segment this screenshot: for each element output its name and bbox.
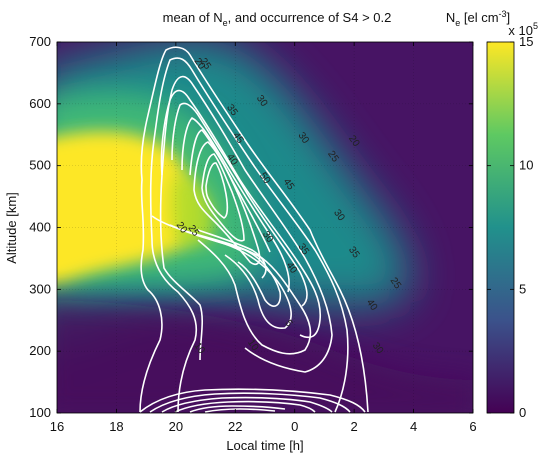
contour-50	[205, 162, 229, 219]
x-tick-label: 20	[169, 419, 183, 434]
y-axis-ticks: 100 200 300 400 500 600 700	[29, 34, 473, 420]
contour-lower-3	[161, 396, 333, 413]
x-tick-label: 4	[410, 419, 417, 434]
y-tick-label: 700	[29, 34, 51, 49]
colorbar-tick-label: 10	[519, 158, 533, 173]
x-tick-label: 2	[351, 419, 358, 434]
colorbar-tick-label: 5	[519, 281, 526, 296]
y-tick-label: 200	[29, 343, 51, 358]
y-axis-label: Altitude [km]	[4, 192, 19, 264]
colorbar-gradient	[486, 41, 515, 414]
grid	[57, 42, 473, 413]
y-tick-label: 300	[29, 281, 51, 296]
contour-label: 5	[282, 318, 294, 329]
y-tick-label: 100	[29, 405, 51, 420]
x-axis-label: Local time [h]	[226, 438, 303, 453]
colorbar-ticks: 0 5 10 15	[487, 34, 533, 420]
contour-45	[201, 153, 245, 242]
chart-title: mean of Ne, and occurrence of S4 > 0.2	[163, 10, 392, 28]
contour-10	[149, 57, 349, 413]
contour-40	[193, 141, 261, 266]
ne-region-yellow	[57, 131, 194, 284]
ne-region-dark-lower	[57, 300, 473, 413]
contour-15	[159, 75, 333, 373]
contour-lower-6	[204, 408, 276, 413]
ne-heatmap	[57, 42, 473, 413]
y-tick-label: 400	[29, 220, 51, 235]
contour-lower-5	[189, 405, 286, 413]
contour-lower-2	[149, 392, 351, 413]
contour-5-upper	[139, 46, 369, 413]
x-axis-ticks: 16 18 20 22 0 2 4 6	[50, 42, 477, 434]
colorbar-multiplier: x 105	[508, 21, 538, 38]
x-tick-label: 16	[50, 419, 64, 434]
s4-contours	[139, 46, 369, 413]
x-tick-label: 18	[109, 419, 123, 434]
x-tick-label: 22	[228, 419, 242, 434]
colorbar-tick-label: 15	[519, 34, 533, 49]
contour-lower-4	[174, 400, 316, 413]
colorbar: 0 5 10 15 Ne [el cm-3] x 105	[446, 9, 538, 420]
colorbar-label: Ne [el cm-3]	[446, 9, 510, 28]
x-tick-label: 6	[469, 419, 476, 434]
x-tick-label: 0	[291, 419, 298, 434]
y-tick-label: 600	[29, 96, 51, 111]
ne-region-greenish-core	[170, 175, 215, 247]
colorbar-tick-label: 0	[519, 405, 526, 420]
contour-lower-1	[139, 388, 366, 413]
y-tick-label: 500	[29, 158, 51, 173]
contour-30	[181, 117, 290, 307]
